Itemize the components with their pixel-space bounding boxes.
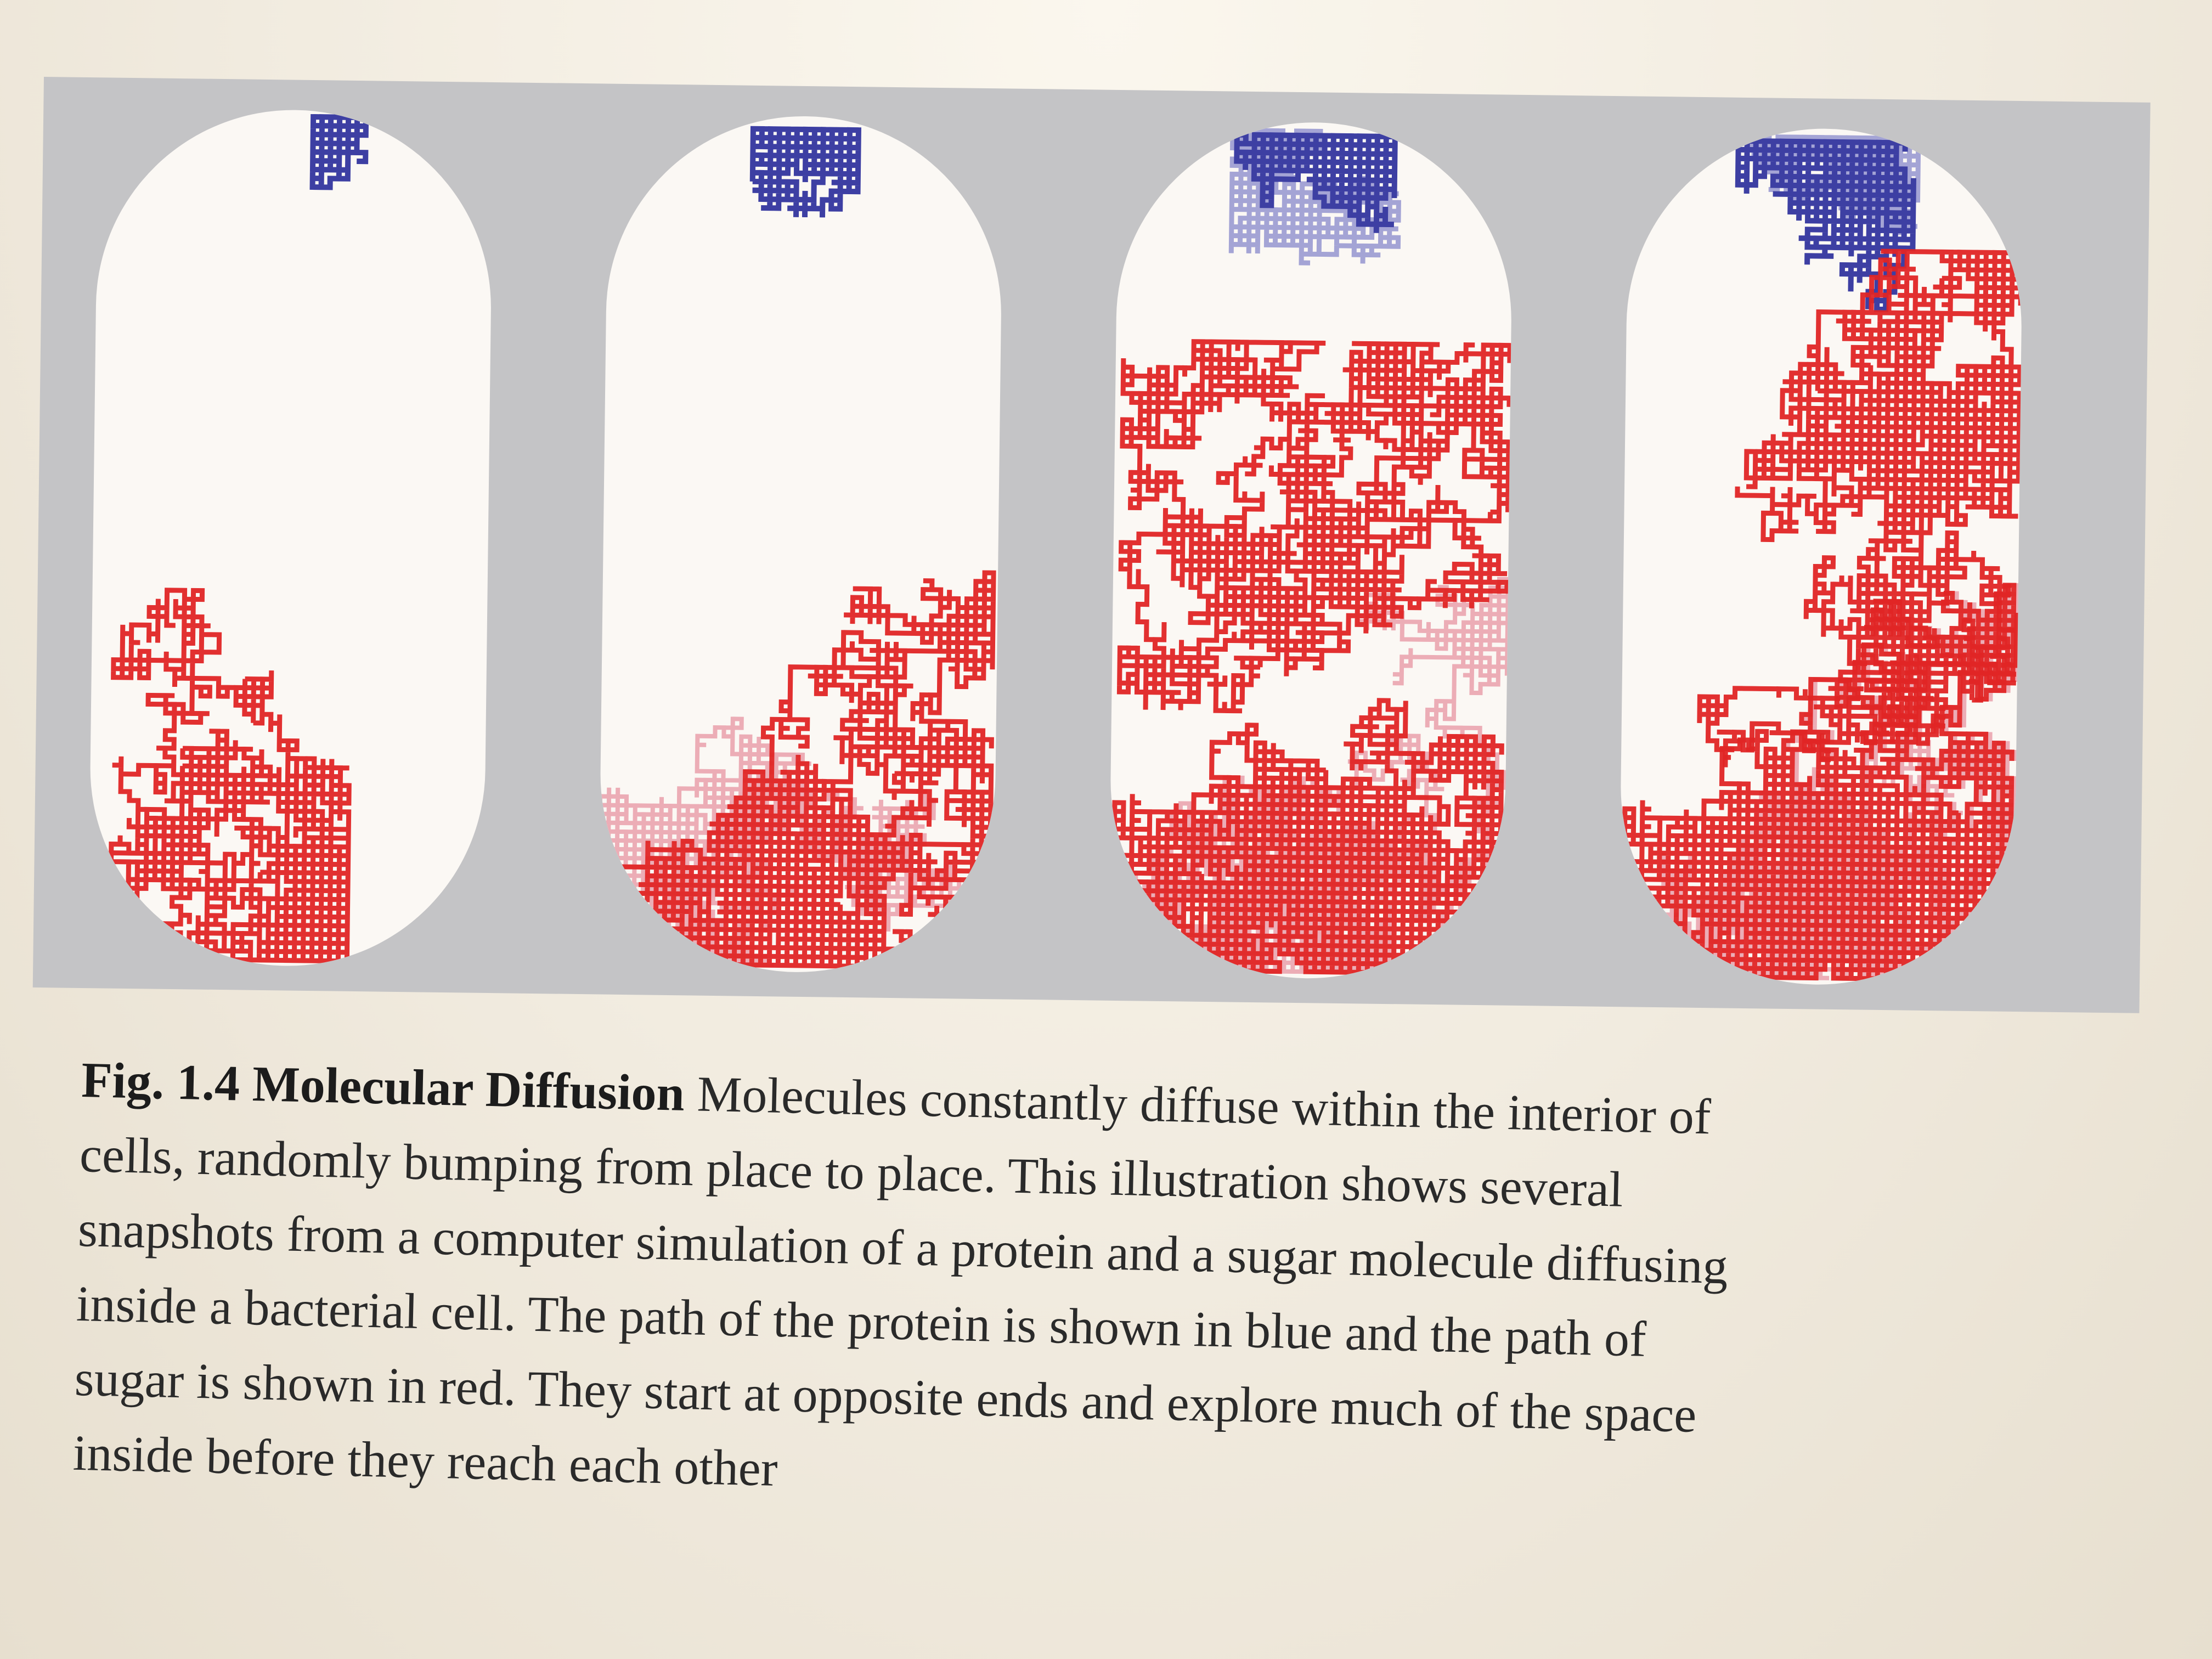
caption-text: Molecules constantly diffuse within the …: [696, 1065, 1712, 1145]
cell-snapshot-1: [90, 110, 491, 966]
cell-snapshot-3: [1108, 122, 1513, 979]
diffusion-path: [749, 126, 861, 218]
diffusion-path: [1228, 127, 1401, 266]
figure-panel: [32, 77, 2151, 1013]
caption-label: Fig. 1.4 Molecular Diffusion: [81, 1051, 686, 1121]
diffusion-figure: [90, 110, 2024, 985]
diffusion-path: [1116, 339, 1513, 714]
diffusion-path: [600, 570, 996, 970]
cell-snapshot-4: [1618, 128, 2024, 985]
diffusion-path: [1735, 138, 1916, 313]
diffusion-path: [108, 588, 352, 964]
diffusion-path: [1234, 132, 1398, 233]
diffusion-path: [1620, 583, 2017, 983]
diffusion-path: [1110, 698, 1504, 977]
cell-snapshot-2: [598, 116, 1001, 972]
diffusion-path: [309, 114, 369, 190]
figure-caption: Fig. 1.4 Molecular Diffusion Molecules c…: [72, 1042, 2084, 1536]
diffusion-path: [1697, 249, 2024, 768]
